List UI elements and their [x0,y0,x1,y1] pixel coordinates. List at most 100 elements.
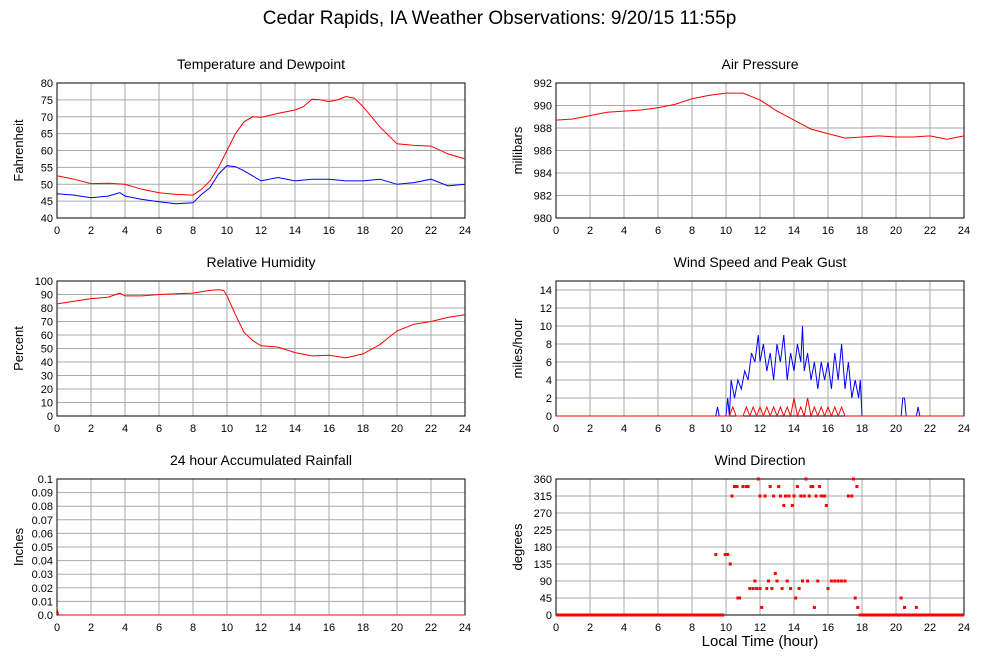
direction-point [735,485,739,489]
direction-point [775,579,779,583]
rain-xtick-label: 18 [357,622,369,634]
pressure-ytick-label: 988 [534,123,552,135]
rain-ytick-label: 0.0 [38,610,53,622]
direction-point [760,605,764,609]
humidity-ytick-label: 80 [41,303,53,315]
direction-point [795,485,799,489]
rain-ytick-label: 0.07 [32,515,53,527]
direction-point [728,562,732,566]
pressure-plot-frame [555,82,965,219]
rain-ytick-label: 0.1 [38,474,53,486]
humidity-xtick-label: 16 [323,423,335,435]
direction-point [789,587,793,591]
humidity-ytick-label: 30 [41,371,53,383]
pressure-xtick-label: 20 [890,225,902,237]
direction-point [770,587,774,591]
rain-ytick-label: 0.04 [32,556,53,568]
direction-xtick-label: 24 [958,622,970,634]
temp-ytick-label: 65 [41,129,53,141]
direction-point [826,587,830,591]
wind-ytick-label: 6 [546,357,552,369]
direction-point [819,494,823,498]
pressure-ytick-label: 986 [534,146,552,158]
direction-point [792,494,796,498]
rain-ytick-label: 0.01 [32,596,53,608]
direction-xtick-label: 8 [689,622,695,634]
direction-point [797,587,801,591]
humidity-ytick-label: 50 [41,344,53,356]
temp-xtick-label: 22 [425,225,437,237]
direction-ylabel: degrees [510,523,525,570]
direction-point [714,553,718,557]
temp-ytick-label: 80 [41,78,53,90]
temp-xtick-label: 8 [190,225,196,237]
humidity-xtick-label: 12 [255,423,267,435]
humidity-xtick-label: 24 [459,423,471,435]
direction-ytick-label: 180 [534,542,552,554]
rain-xtick-label: 4 [122,622,128,634]
direction-xtick-label: 14 [788,622,800,634]
humidity-xtick-label: 4 [122,423,128,435]
direction-point [726,553,730,557]
temp-xtick-label: 20 [391,225,403,237]
pressure-ytick-label: 990 [534,101,552,113]
rain-xtick-label: 22 [425,622,437,634]
temp-xtick-label: 4 [122,225,128,237]
wind-ytick-label: 14 [540,285,552,297]
direction-point [723,553,727,557]
direction-point [809,485,813,489]
direction-point [773,571,777,575]
pressure-xtick-label: 10 [720,225,732,237]
direction-xtick-label: 20 [890,622,902,634]
direction-point [777,485,781,489]
direction-point [738,596,742,600]
rain-xtick-label: 0 [54,622,60,634]
page-title: Cedar Rapids, IA Weather Observations: 9… [262,8,737,29]
rain-series-0-line [56,606,465,616]
temp-xtick-label: 6 [156,225,162,237]
rain-ylabel: Inches [11,527,26,566]
pressure-ytick-label: 992 [534,78,552,90]
shared-x-axis-label: Local Time (hour) [701,633,819,650]
humidity-ylabel: Percent [11,326,26,371]
humidity-xtick-label: 8 [190,423,196,435]
pressure-xtick-label: 8 [689,225,695,237]
pressure-ytick-label: 982 [534,191,552,203]
rain-title: 24 hour Accumulated Rainfall [170,452,352,468]
direction-xtick-label: 4 [621,622,627,634]
direction-point [790,503,794,507]
pressure-ylabel: millibars [510,126,525,174]
wind-ytick-label: 10 [540,321,552,333]
rain-xtick-label: 6 [156,622,162,634]
pressure-title: Air Pressure [721,56,798,72]
rain-xtick-label: 14 [289,622,301,634]
direction-point [850,494,854,498]
temp-series-1-line [56,165,466,205]
direction-point [751,587,755,591]
direction-point [799,494,803,498]
pressure-xtick-label: 22 [924,225,936,237]
direction-point [836,579,840,583]
wind-ytick-label: 12 [540,303,552,315]
rain-ytick-label: 0.06 [32,528,53,540]
humidity-xtick-label: 10 [221,423,233,435]
direction-ytick-label: 360 [534,474,552,486]
direction-ytick-label: 0 [546,610,552,622]
direction-point [804,477,808,481]
direction-point [746,485,750,489]
humidity-series-0-line [56,289,466,359]
direction-point [758,587,762,591]
direction-ytick-label: 45 [540,593,552,605]
pressure-xtick-label: 12 [754,225,766,237]
direction-point [772,494,776,498]
direction-point [829,579,833,583]
direction-point [816,579,820,583]
humidity-xtick-label: 14 [289,423,301,435]
direction-point [730,494,734,498]
direction-point [821,494,825,498]
wind-xtick-label: 0 [553,423,559,435]
temp-ytick-label: 45 [41,196,53,208]
wind-ytick-label: 2 [546,393,552,405]
